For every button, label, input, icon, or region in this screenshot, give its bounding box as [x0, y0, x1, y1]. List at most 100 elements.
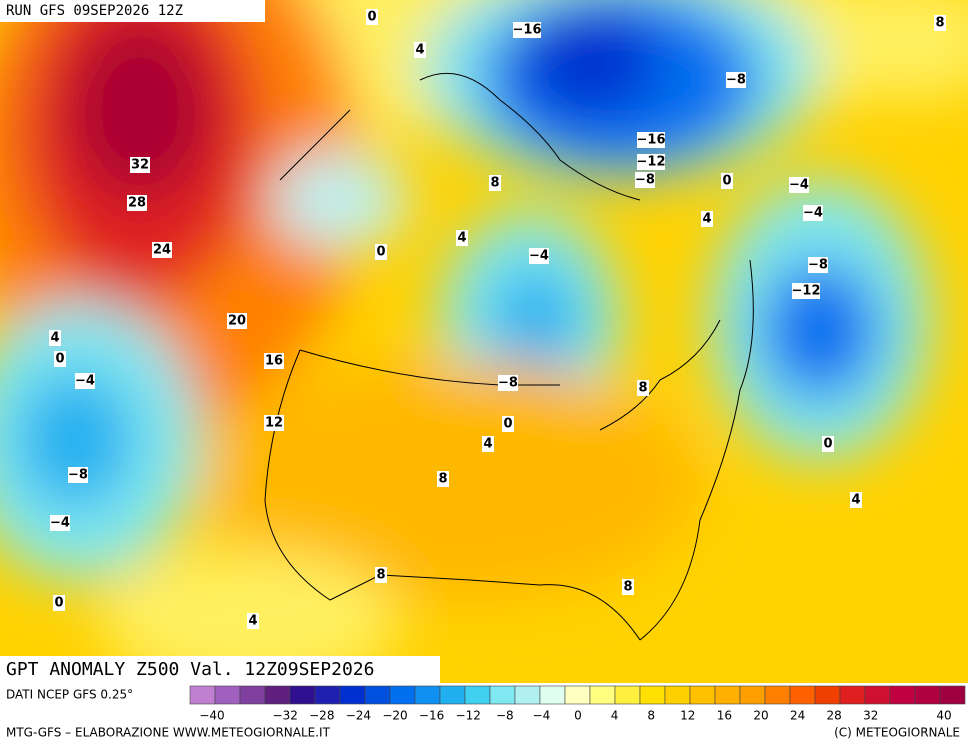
- colorbar-label: −32: [273, 709, 298, 723]
- contour-label-bg: [53, 595, 65, 611]
- contour-label: 0: [722, 174, 731, 189]
- contour-label: −12: [637, 155, 666, 170]
- anomaly-field: [0, 0, 968, 683]
- contour-label-bg: [247, 613, 259, 629]
- contour-label-bg: [437, 471, 449, 487]
- colorbar-swatch: [264, 685, 291, 705]
- contour-label: 4: [415, 43, 424, 58]
- contour-label: 8: [935, 16, 944, 31]
- contour-label: 8: [490, 176, 499, 191]
- colorbar-swatch: [714, 685, 741, 705]
- contour-label: −4: [803, 206, 823, 221]
- contour-label-bg: [50, 515, 70, 531]
- contour-label: 8: [438, 472, 447, 487]
- colorbar-swatch: [589, 685, 616, 705]
- contour-label-bg: [414, 42, 426, 58]
- colorbar-label: −20: [382, 709, 407, 723]
- colorbar-swatch: [514, 685, 541, 705]
- contour-label-bg: [850, 492, 862, 508]
- contour-label-bg: [456, 230, 468, 246]
- contour-label: −16: [637, 133, 666, 148]
- contour-label-bg: [68, 467, 88, 483]
- contour-label-bg: [130, 157, 150, 173]
- colorbar-label: 8: [647, 709, 655, 723]
- header-box: [0, 0, 265, 22]
- contour-label: 4: [851, 493, 860, 508]
- colorbar-label: 32: [863, 709, 878, 723]
- contour-label-bg: [375, 567, 387, 583]
- contour-label-bg: [264, 415, 284, 431]
- credit-right: (C) METEOGIORNALE: [834, 726, 960, 740]
- colorbar-swatch: [764, 685, 791, 705]
- contour-label-bg: [75, 373, 95, 389]
- contour-label: 4: [702, 212, 711, 227]
- colorbar-swatch: [289, 685, 316, 705]
- colorbar-swatch: [489, 685, 516, 705]
- colorbar-label: 40: [936, 709, 951, 723]
- colorbar-swatch: [239, 685, 266, 705]
- colorbar-swatch: [214, 685, 241, 705]
- colorbar-swatch: [564, 685, 591, 705]
- contour-label: 0: [55, 352, 64, 367]
- contour-label: −12: [792, 284, 821, 299]
- contour-label-bg: [264, 353, 284, 369]
- colorbar-label: −8: [496, 709, 514, 723]
- contour-label: −8: [635, 173, 655, 188]
- colorbar-swatch: [639, 685, 666, 705]
- colorbar-swatch: [689, 685, 716, 705]
- contour-label: −4: [529, 249, 549, 264]
- colorbar-swatch: [664, 685, 691, 705]
- contour-label: 0: [823, 437, 832, 452]
- colorbar-swatch: [739, 685, 766, 705]
- colorbar-label: −24: [346, 709, 371, 723]
- colorbar-label: 24: [790, 709, 805, 723]
- colorbar-swatch: [889, 685, 916, 705]
- colorbar-swatch: [189, 685, 216, 705]
- contour-label-bg: [498, 375, 518, 391]
- map-title: GPT ANOMALY Z500 Val. 12Z09SEP2026: [6, 659, 374, 680]
- contour-label-bg: [822, 436, 834, 452]
- contour-label-bg: [54, 351, 66, 367]
- contour-label: −4: [50, 516, 70, 531]
- contour-label-bg: [637, 154, 665, 170]
- contour-label-bg: [502, 416, 514, 432]
- colorbar-swatch: [789, 685, 816, 705]
- contour-label-bg: [808, 257, 828, 273]
- contour-label-bg: [622, 579, 634, 595]
- contour-label: −8: [68, 468, 88, 483]
- colorbar-swatch: [839, 685, 866, 705]
- contour-label-bg: [127, 195, 147, 211]
- colorbar-label: −40: [199, 709, 224, 723]
- contour-label-bg: [513, 22, 541, 38]
- colorbar-label: −16: [419, 709, 444, 723]
- colorbar-label: −28: [309, 709, 334, 723]
- contour-label: 8: [376, 568, 385, 583]
- colorbar-swatch: [414, 685, 441, 705]
- run-header: RUN GFS 09SEP2026 12Z: [6, 3, 183, 19]
- contour-label: 0: [367, 10, 376, 25]
- colorbar-label: 28: [827, 709, 842, 723]
- contour-label: 0: [503, 417, 512, 432]
- contour-label-bg: [701, 211, 713, 227]
- credit-left: MTG-GFS – ELABORAZIONE WWW.METEOGIORNALE…: [6, 726, 331, 740]
- contour-label-bg: [721, 173, 733, 189]
- contour-label: 16: [265, 354, 283, 369]
- colorbar-swatch: [814, 685, 841, 705]
- colorbar-label: −4: [533, 709, 551, 723]
- contour-label: 4: [50, 331, 59, 346]
- colorbar-swatch: [939, 685, 966, 705]
- contour-label: 0: [54, 596, 63, 611]
- colorbar-label: −12: [456, 709, 481, 723]
- colorbar-label: 12: [680, 709, 695, 723]
- colorbar-swatch: [464, 685, 491, 705]
- contour-label-bg: [49, 330, 61, 346]
- contour-label-bg: [637, 380, 649, 396]
- contour-label: 32: [131, 158, 149, 173]
- contour-label-bg: [366, 9, 378, 25]
- contour-label-bg: [789, 177, 809, 193]
- contour-label-bg: [792, 283, 820, 299]
- colorbar-label: 20: [753, 709, 768, 723]
- contour-label-bg: [635, 172, 655, 188]
- colorbar-swatch: [339, 685, 366, 705]
- contour-label: −4: [75, 374, 95, 389]
